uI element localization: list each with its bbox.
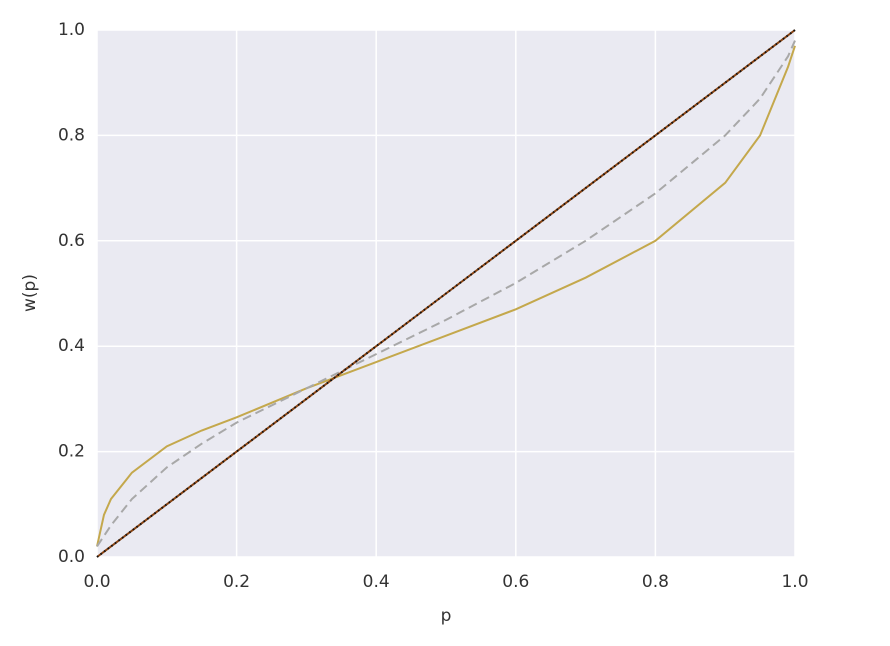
y-tick-label: 0.0 <box>58 547 85 567</box>
series-line <box>96 40 796 548</box>
x-tick-label: 0.8 <box>642 572 669 592</box>
y-tick-label: 0.2 <box>58 442 85 462</box>
series-line <box>96 45 796 547</box>
series-line <box>96 29 796 558</box>
x-tick-label: 0.4 <box>363 572 390 592</box>
y-tick-label: 0.8 <box>58 125 85 145</box>
x-axis-label: p <box>441 606 452 626</box>
x-tick-label: 0.2 <box>223 572 250 592</box>
x-tick-label: 0.0 <box>83 572 110 592</box>
x-tick-label: 0.6 <box>502 572 529 592</box>
y-tick-label: 1.0 <box>58 20 85 40</box>
y-axis-label: w(p) <box>20 274 40 312</box>
y-tick-label: 0.6 <box>58 231 85 251</box>
y-tick-label: 0.4 <box>58 336 85 356</box>
x-tick-label: 1.0 <box>781 572 808 592</box>
